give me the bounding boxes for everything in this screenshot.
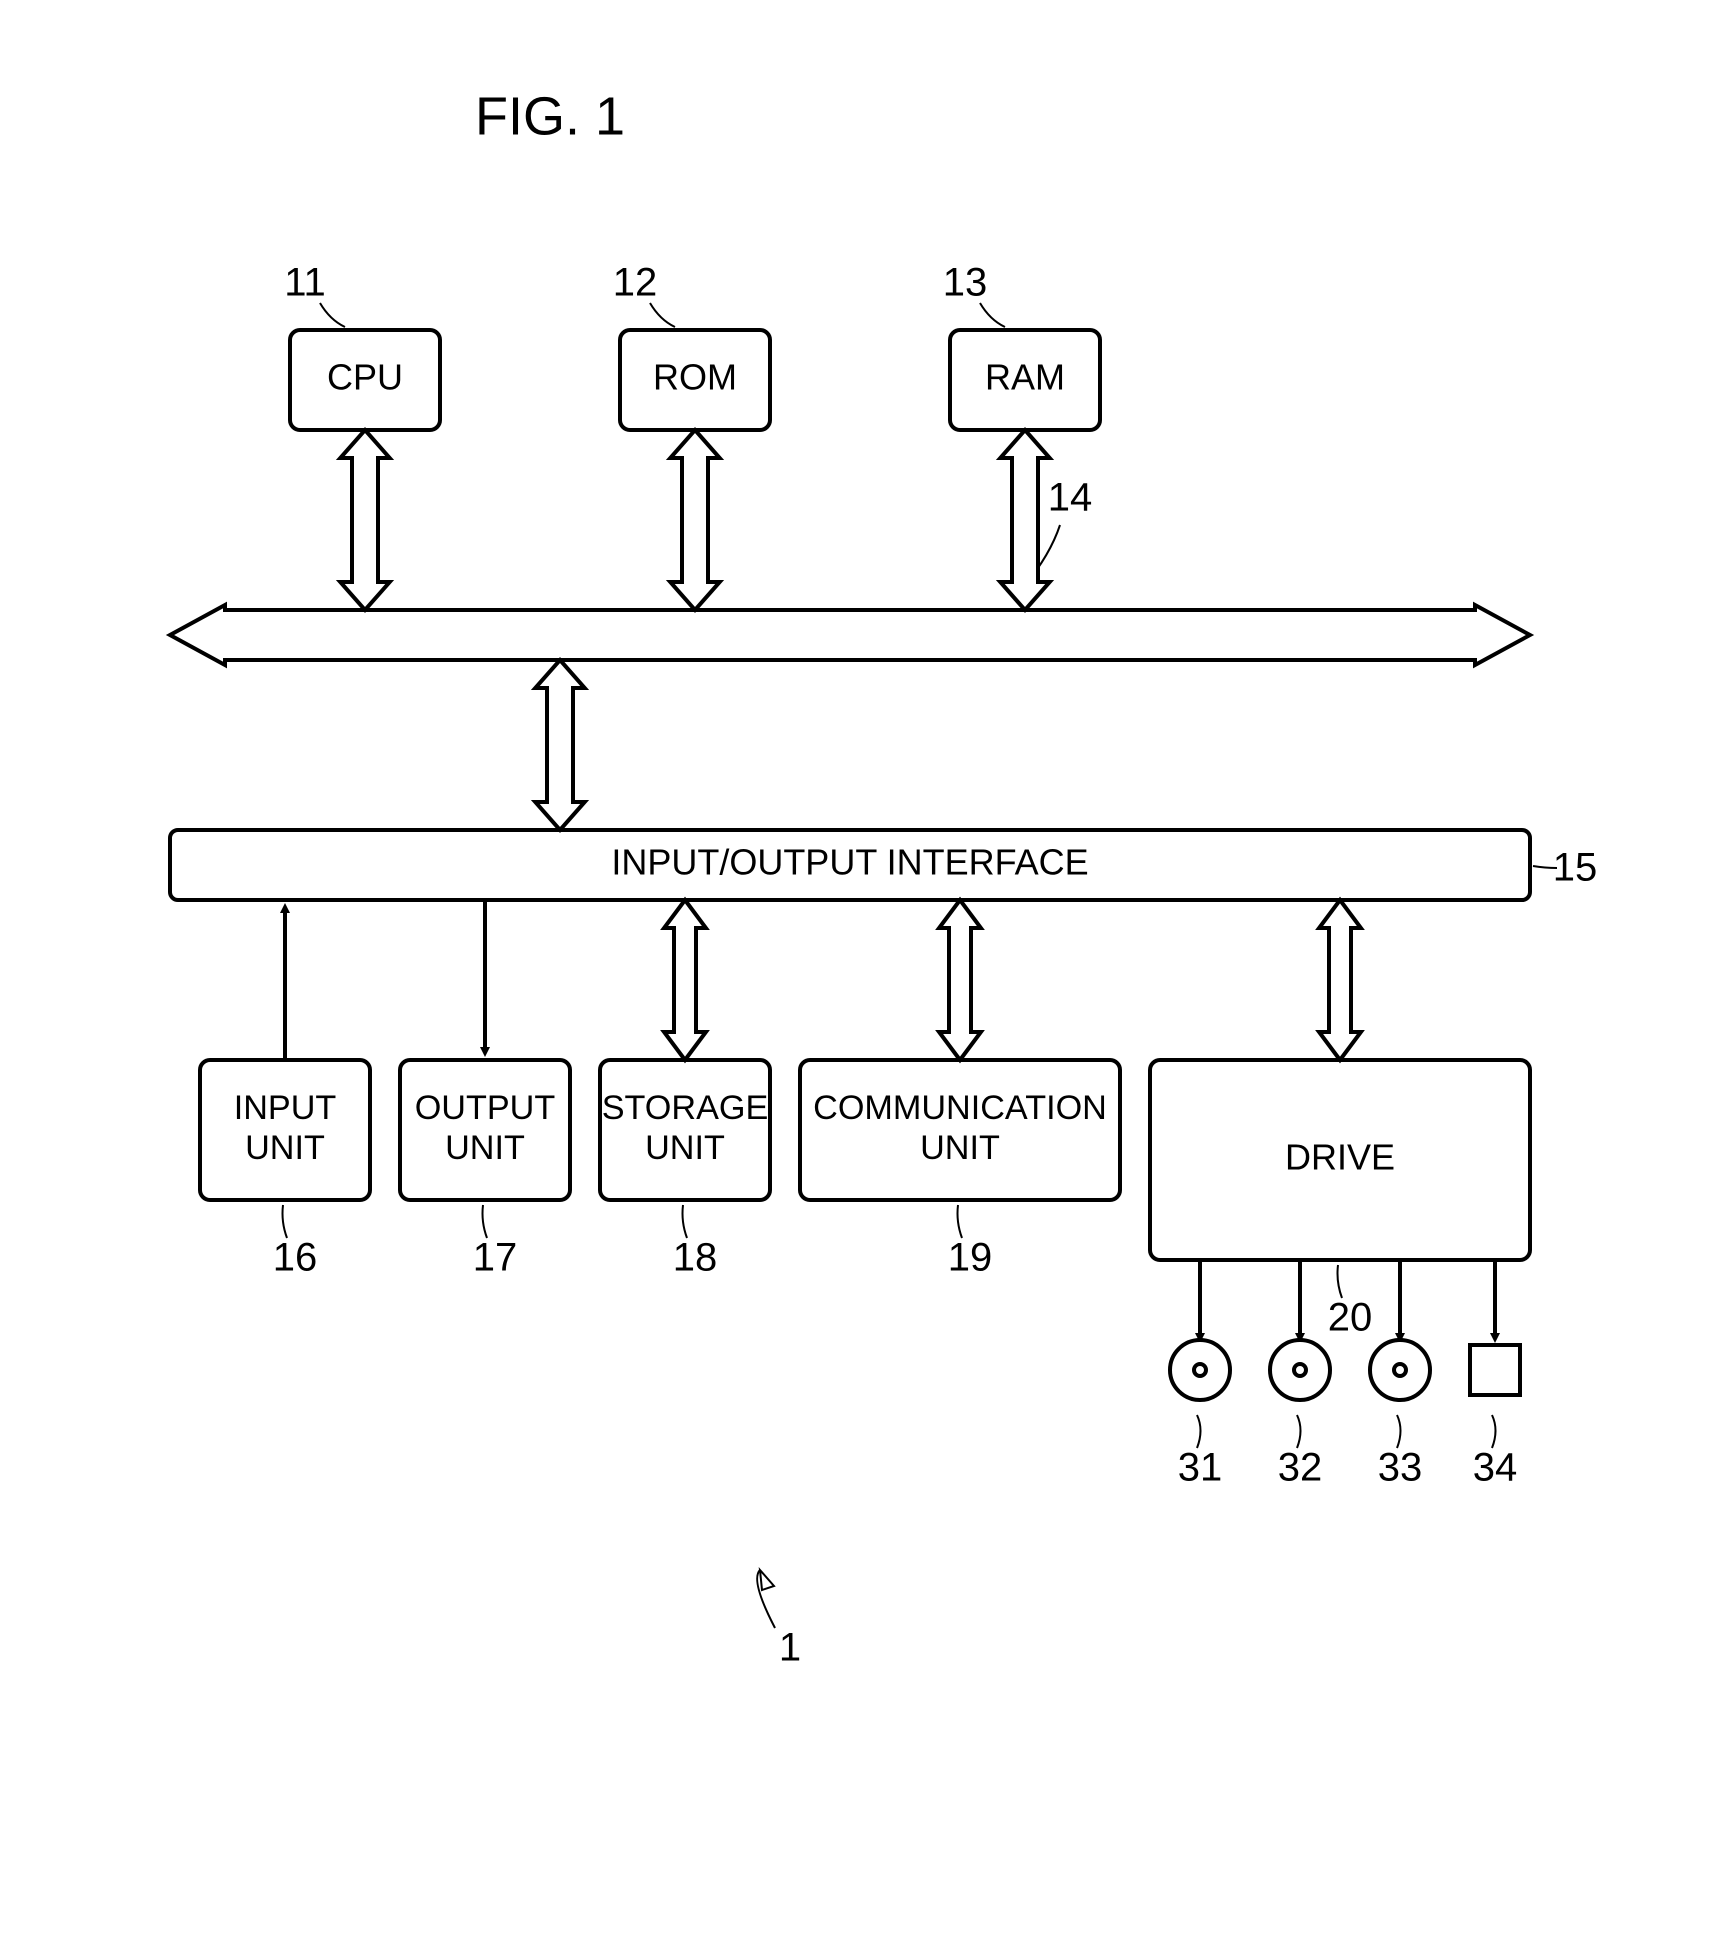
media-ref-32: 32 [1278,1446,1323,1490]
media-ref-31: 31 [1178,1446,1223,1490]
bus-connector [340,430,389,610]
comm-label2: UNIT [920,1129,1000,1167]
lead-line [980,303,1005,327]
bus-connector [670,430,719,610]
lead-line [683,1205,688,1238]
cpu-label: CPU [327,357,403,398]
output-ref: 17 [473,1236,518,1280]
comm-label1: COMMUNICATION [813,1089,1107,1127]
system-bus [170,605,1530,665]
lead-line [320,303,345,327]
rom-ref: 12 [613,261,658,305]
lead-line [1492,1415,1496,1448]
input-label2: UNIT [245,1129,325,1167]
output-label2: UNIT [445,1129,525,1167]
media-disc-hole [1394,1364,1406,1376]
bus-connector [939,900,981,1060]
media-ref-34: 34 [1473,1446,1518,1490]
media-disc-hole [1294,1364,1306,1376]
media-ref-33: 33 [1378,1446,1423,1490]
figure-svg: FIG. 1 14 CPU 11 ROM 12 RAM 13 INPUT/OUTPUT INTE… [0,0,1710,1940]
lead-line [958,1205,963,1238]
figure-title: FIG. 1 [475,86,625,146]
storage-label1: STORAGE [602,1089,769,1127]
rom-label: ROM [653,357,737,398]
ram-label: RAM [985,357,1065,398]
storage-ref: 18 [673,1236,718,1280]
lead-arrowhead [760,1570,774,1590]
bus-connector [664,900,706,1060]
lead-line [1338,1265,1343,1298]
bus-connector [1319,900,1361,1060]
lead-line [650,303,675,327]
lead-line [283,1205,288,1238]
bus-connector [535,660,584,830]
lead-line [757,1570,775,1628]
bus-ref: 14 [1048,476,1093,520]
drive-ref: 20 [1328,1296,1373,1340]
io-ref: 15 [1553,846,1598,890]
drive-label1: DRIVE [1285,1137,1395,1178]
bus-connector [1000,430,1049,610]
lead-line [1197,1415,1201,1448]
lead-line [1397,1415,1401,1448]
comm-ref: 19 [948,1236,993,1280]
output-label1: OUTPUT [415,1089,556,1127]
lead-line [483,1205,488,1238]
system-ref: 1 [779,1626,801,1670]
media-card [1470,1345,1520,1395]
input-ref: 16 [273,1236,318,1280]
media-disc-hole [1194,1364,1206,1376]
input-label1: INPUT [234,1089,337,1127]
io-interface-label: INPUT/OUTPUT INTERFACE [611,842,1088,883]
storage-label2: UNIT [645,1129,725,1167]
lead-line [1297,1415,1301,1448]
ram-ref: 13 [943,261,988,305]
cpu-ref: 11 [284,261,326,305]
